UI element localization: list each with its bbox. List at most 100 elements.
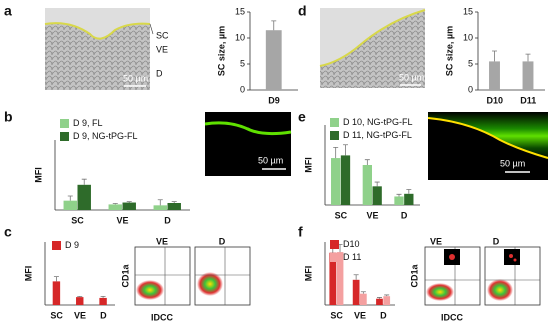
- y-axis-label: SC size, µm: [444, 26, 454, 76]
- error-bar: [406, 189, 412, 194]
- bar: [394, 196, 404, 205]
- flow-x-label: IDCC: [441, 312, 463, 322]
- x-tick-label: D: [401, 210, 408, 220]
- error-bar: [100, 295, 106, 298]
- panel-letter: f: [298, 224, 303, 240]
- y-tick-label: 5: [240, 58, 245, 68]
- panel-letter: c: [4, 224, 12, 240]
- legend-label: D 11: [343, 252, 361, 262]
- y-axis-label: SC size, µm: [216, 26, 226, 76]
- bar: [265, 30, 282, 90]
- bar: [340, 155, 351, 205]
- bar: [352, 279, 360, 305]
- x-tick-label: SC: [330, 310, 343, 320]
- flow-x-label: IDCC: [151, 312, 173, 322]
- y-tick-label: 10: [235, 32, 245, 42]
- legend-swatch: [330, 118, 339, 127]
- x-tick-label: VE: [74, 310, 86, 320]
- layer-label: SC: [156, 30, 169, 40]
- x-tick-label: SC: [335, 210, 348, 220]
- error-bar: [157, 199, 163, 206]
- bar: [63, 200, 77, 210]
- legend-swatch: [330, 253, 339, 262]
- bar: [362, 165, 372, 205]
- panel-letter: e: [298, 109, 306, 125]
- x-tick-label: D11: [520, 95, 536, 105]
- legend-swatch: [330, 240, 339, 249]
- error-bar: [271, 20, 277, 31]
- y-axis-label: MFI: [33, 167, 43, 183]
- bar: [167, 203, 181, 210]
- error-bar: [171, 201, 177, 203]
- y-tick-label: 15: [235, 6, 245, 16]
- fluorescence-image: [427, 112, 549, 180]
- bar: [376, 298, 383, 305]
- x-tick-label: VE: [366, 210, 378, 220]
- error-bar: [126, 201, 132, 203]
- x-tick-label: D9: [268, 95, 280, 105]
- x-tick-label: VE: [354, 310, 366, 320]
- flow-panel-label: VE: [430, 236, 442, 246]
- error-bar: [81, 178, 87, 185]
- error-bar: [384, 294, 390, 297]
- x-tick-label: SC: [50, 310, 63, 320]
- flow-panel-label: VE: [156, 236, 168, 246]
- legend-label: D10: [343, 239, 360, 249]
- flow-y-label: CD1a: [120, 264, 130, 288]
- error-bar: [342, 144, 348, 156]
- micrograph: [319, 8, 426, 88]
- bar: [108, 204, 122, 210]
- legend-swatch: [60, 132, 69, 141]
- legend-label: D 11, NG-tPG-FL: [343, 130, 412, 140]
- fluorescence-image: [204, 112, 292, 176]
- x-tick-label: D: [380, 310, 387, 320]
- error-bar: [360, 291, 366, 294]
- bar: [383, 296, 391, 305]
- bar: [329, 252, 337, 305]
- bar: [336, 252, 344, 305]
- scale-label: 50 µm: [258, 155, 283, 165]
- x-tick-label: VE: [116, 215, 128, 225]
- panel-letter: d: [298, 3, 307, 19]
- error-bar: [67, 195, 73, 201]
- y-axis-label: MFI: [303, 266, 313, 282]
- error-bar: [525, 53, 531, 62]
- scale-label: 50 µm: [500, 158, 525, 168]
- bar: [153, 205, 167, 210]
- legend-label: D 9, NG-tPG-FL: [73, 131, 138, 141]
- micrograph: [44, 8, 154, 90]
- bar: [77, 184, 91, 210]
- y-tick-label: 0: [468, 84, 473, 94]
- bar: [52, 281, 61, 305]
- bar: [360, 293, 367, 305]
- bar: [489, 61, 500, 90]
- y-tick-label: 10: [463, 32, 473, 42]
- bar: [122, 202, 136, 210]
- flow-plot: [134, 246, 251, 306]
- layer-label: D: [156, 68, 163, 78]
- flow-panel-label: D: [219, 236, 226, 246]
- legend-swatch: [52, 241, 61, 250]
- x-tick-label: D: [100, 310, 107, 320]
- error-bar: [492, 50, 497, 62]
- layer-label: VE: [156, 44, 168, 54]
- bar: [522, 61, 534, 90]
- bar: [372, 186, 382, 205]
- error-bar: [364, 159, 370, 165]
- error-bar: [112, 203, 118, 205]
- bar: [99, 297, 107, 305]
- panel-letter: a: [4, 3, 12, 19]
- scale-label: 50 µm: [399, 72, 424, 82]
- error-bar: [333, 147, 339, 159]
- legend-swatch: [330, 131, 339, 140]
- bar: [76, 297, 84, 305]
- x-tick-label: D: [164, 215, 171, 225]
- error-bar: [374, 181, 380, 187]
- error-bar: [353, 274, 359, 280]
- y-axis-label: MFI: [303, 157, 313, 173]
- error-bar: [396, 193, 402, 197]
- legend-label: D 9, FL: [73, 118, 103, 128]
- legend-label: D 10, NG-tPG-FL: [343, 117, 413, 127]
- flow-plot: [424, 246, 541, 306]
